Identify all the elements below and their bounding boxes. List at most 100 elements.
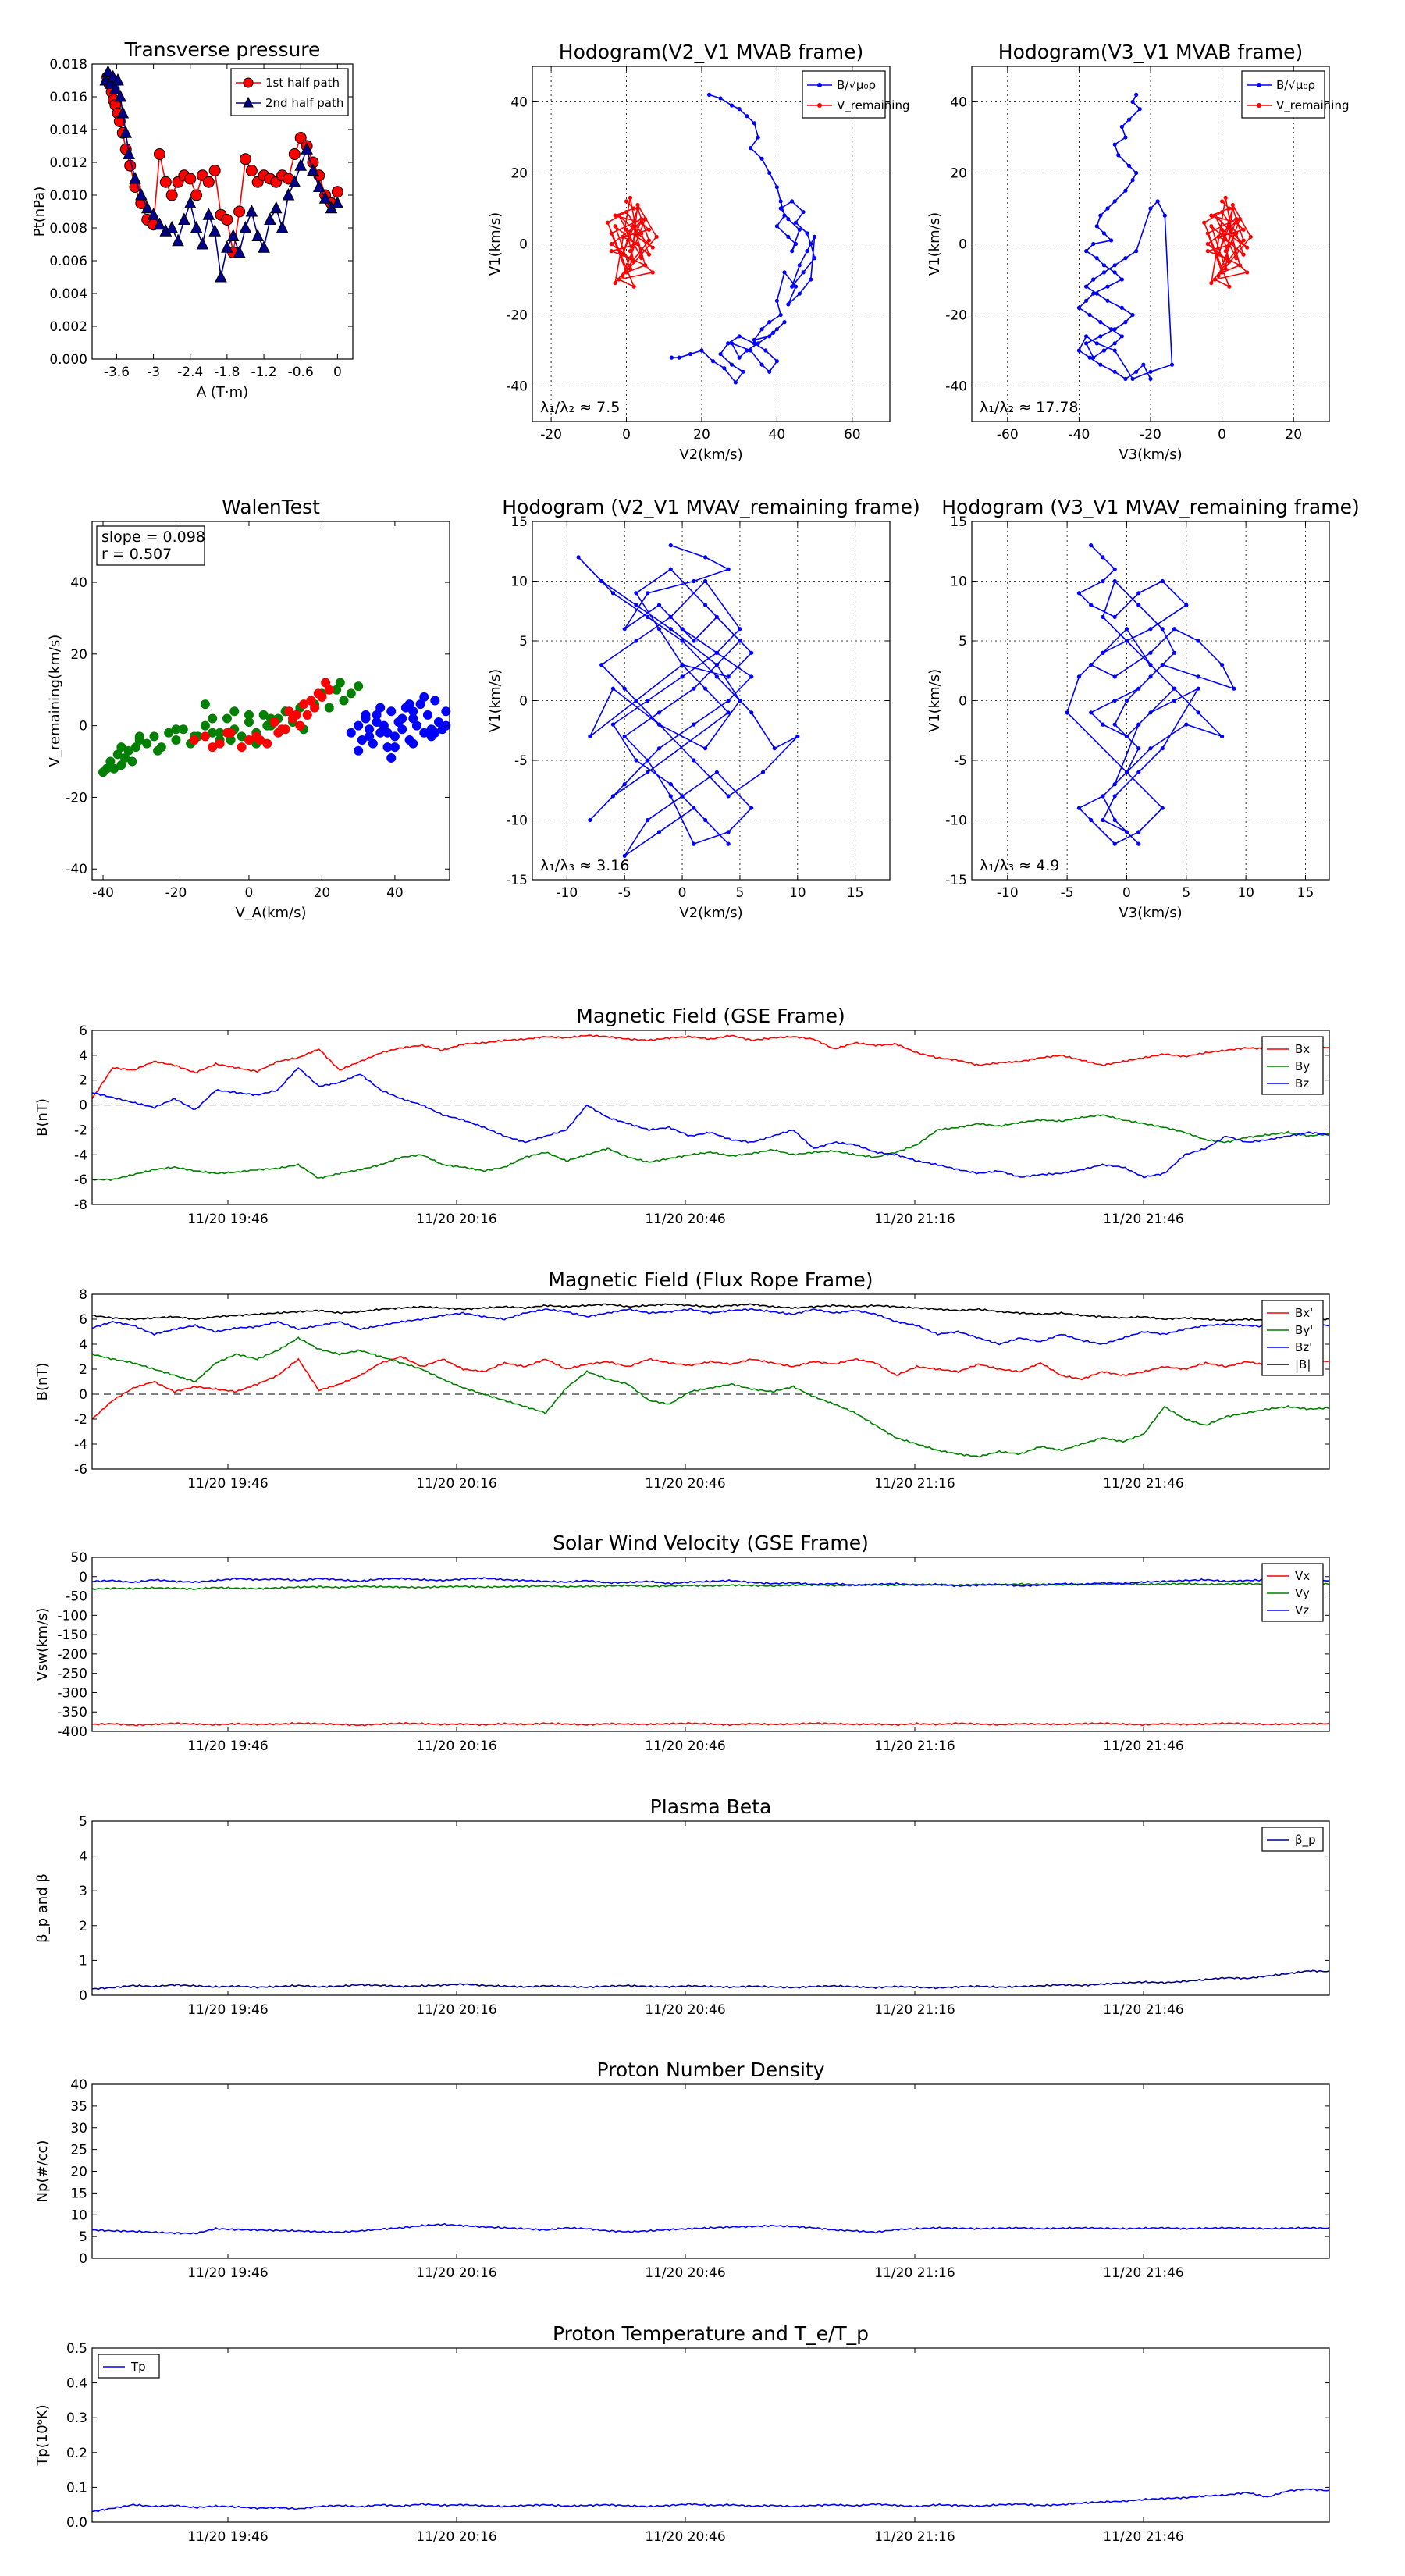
- data-point: [1160, 663, 1165, 667]
- data-point: [1101, 231, 1107, 236]
- data-point: [1237, 263, 1243, 268]
- data-point: [1184, 603, 1189, 607]
- y-tick-label: -20: [945, 308, 967, 324]
- y-tick-label: 8: [79, 1287, 87, 1303]
- data-point: [1227, 206, 1232, 211]
- data-point: [1134, 92, 1139, 97]
- data-point: [215, 738, 225, 749]
- data-point: [1112, 263, 1117, 268]
- series-Bx-line: [91, 1034, 1330, 1100]
- data-point: [208, 728, 218, 738]
- data-point: [101, 65, 115, 77]
- data-point: [295, 720, 305, 731]
- y-tick-label: -40: [945, 379, 967, 395]
- data-point: [389, 742, 400, 753]
- x-tick-label: 0: [333, 365, 342, 380]
- x-tick-label: 11/20 19:46: [187, 2002, 268, 2018]
- data-point: [233, 205, 246, 218]
- y-tick-label: 20: [70, 647, 87, 663]
- chart-title: Solar Wind Velocity (GSE Frame): [553, 1532, 869, 1554]
- data-point: [229, 706, 240, 717]
- data-point: [1237, 217, 1243, 222]
- x-tick-label: 11/20 21:16: [874, 2002, 955, 2018]
- series-β_p-line: [91, 1969, 1330, 1991]
- series-V_remaining: [605, 195, 659, 289]
- y-tick-label: 5: [519, 634, 528, 649]
- y-tick-label: 10: [70, 2208, 87, 2223]
- data-point: [382, 728, 393, 738]
- data-point: [1116, 153, 1121, 158]
- data-point: [1105, 284, 1110, 289]
- data-point: [809, 241, 813, 247]
- y-tick-label: -8: [74, 1197, 87, 1213]
- data-point: [703, 578, 708, 584]
- x-tick-label: 0: [245, 885, 254, 901]
- x-tick-label: 11/20 20:16: [416, 1738, 496, 1754]
- data-point: [419, 728, 429, 738]
- data-point: [621, 273, 625, 279]
- data-point: [621, 234, 625, 239]
- data-point: [1209, 213, 1214, 218]
- data-point: [1220, 270, 1225, 275]
- x-tick-label: 11/20 21:46: [1103, 1738, 1183, 1754]
- data-point: [1160, 627, 1165, 632]
- legend-label: Vz: [1295, 1603, 1309, 1617]
- plasma-beta-chart: Plasma Beta 0 1 2 3 4 5 11/20 19:46 11/20 20:16 1…: [34, 1795, 1330, 2018]
- y-tick-label: 25: [70, 2143, 87, 2158]
- data-point: [254, 735, 265, 745]
- y-tick-label: 0.4: [66, 2376, 87, 2392]
- data-point: [726, 830, 731, 834]
- data-point: [1089, 663, 1094, 667]
- data-point: [790, 284, 795, 289]
- y-tick-label: -40: [506, 379, 528, 395]
- data-point: [1234, 220, 1239, 225]
- ratio-annotation: λ₁/λ₂ ≈ 17.78: [980, 399, 1079, 416]
- data-point: [302, 710, 312, 720]
- data-point: [729, 362, 735, 367]
- x-tick-label: -60: [997, 427, 1019, 443]
- data-point: [1112, 270, 1117, 275]
- y-axis-label: V1(km/s): [927, 669, 943, 732]
- data-point: [1136, 722, 1141, 727]
- data-point: [609, 249, 614, 254]
- legend: Bx By Bz: [1261, 1036, 1324, 1095]
- y-tick-label: 2: [79, 1919, 87, 1934]
- y-axis-label: V1(km/s): [487, 669, 503, 732]
- data-point: [613, 280, 617, 286]
- data-point: [1112, 369, 1117, 374]
- data-point: [801, 270, 806, 275]
- chart-title: Magnetic Field (GSE Frame): [576, 1005, 845, 1027]
- data-point: [397, 724, 407, 735]
- data-point: [184, 173, 197, 185]
- y-tick-label: 0.014: [49, 123, 87, 138]
- data-point: [763, 348, 768, 353]
- data-point: [208, 165, 221, 176]
- legend-label: Bz': [1295, 1340, 1312, 1354]
- data-point: [1112, 794, 1117, 799]
- data-point: [737, 107, 742, 112]
- data-point: [668, 794, 673, 799]
- x-axis-label: V_A(km/s): [235, 905, 306, 921]
- chart-title: Plasma Beta: [650, 1795, 772, 1818]
- data-point: [244, 735, 254, 745]
- legend-box: [1241, 70, 1325, 119]
- data-point: [324, 685, 334, 695]
- hodogram-v2v1-mvab-chart: Hodogram(V2_V1 MVAB frame) -20 0 20 40 60 -40 -…: [487, 41, 910, 463]
- data-point: [628, 266, 632, 271]
- series-B/√μ₀ρ: [1076, 92, 1175, 381]
- data-point: [221, 240, 233, 253]
- data-point: [135, 187, 148, 201]
- data-point: [1119, 124, 1124, 129]
- data-point: [634, 698, 638, 703]
- data-point: [790, 199, 795, 204]
- series-line: [671, 94, 816, 384]
- x-tick-label: 11/20 20:46: [645, 2002, 725, 2018]
- data-point: [759, 327, 764, 332]
- data-point: [1245, 270, 1250, 275]
- legend-label: 2nd half path: [265, 96, 343, 110]
- data-point: [200, 699, 210, 710]
- data-point: [354, 745, 364, 756]
- y-tick-label: 0: [959, 694, 967, 710]
- x-axis-label: V3(km/s): [1119, 447, 1182, 463]
